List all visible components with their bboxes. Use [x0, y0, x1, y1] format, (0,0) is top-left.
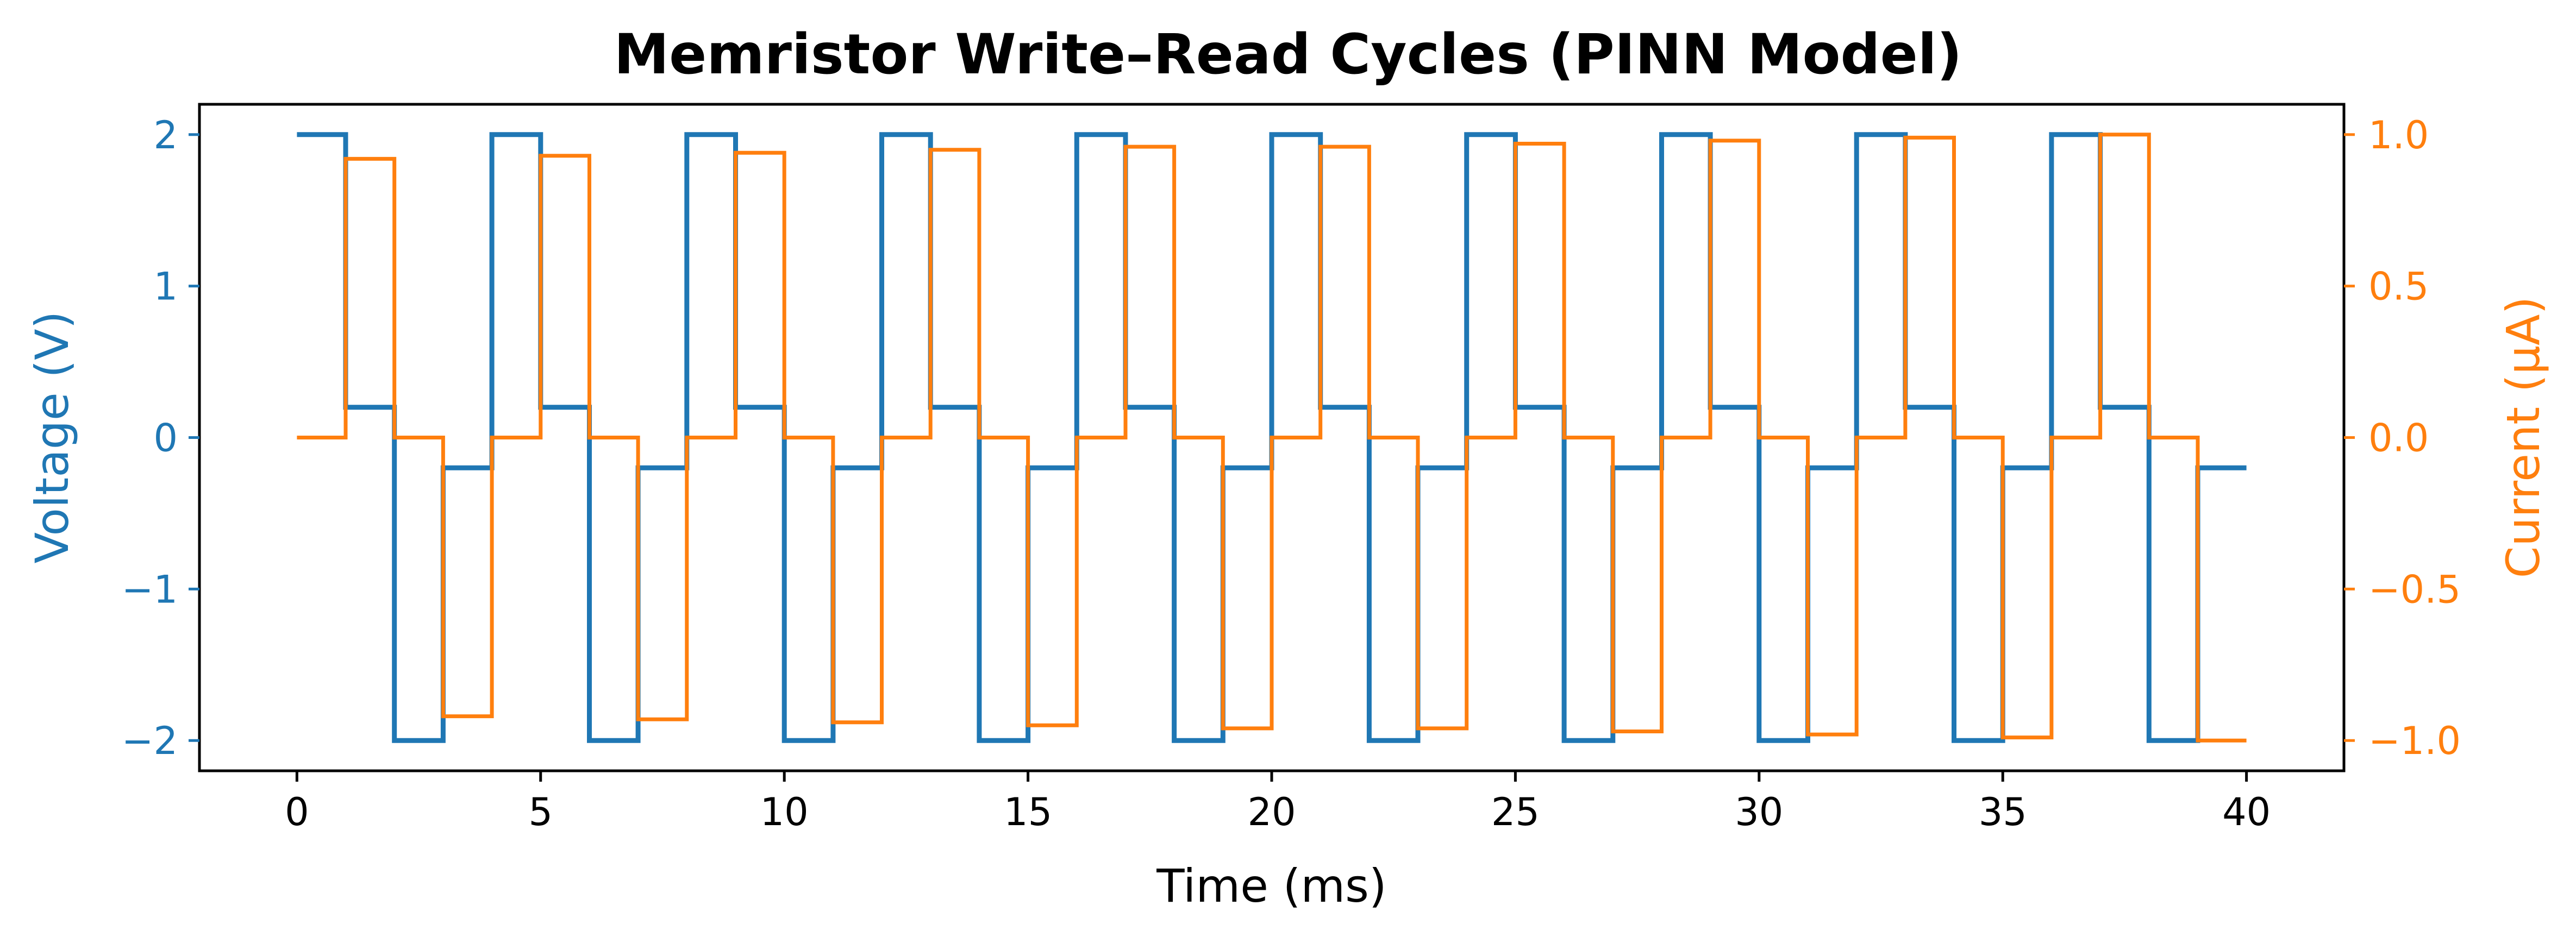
x-tick-label: 40 — [2222, 790, 2271, 834]
x-tick-label: 0 — [285, 790, 309, 834]
plot-area — [297, 132, 2247, 743]
y-right-tick-label: 1.0 — [2368, 113, 2429, 158]
x-tick-label: 5 — [528, 790, 553, 834]
x-axis-ticks: 0 5 10 15 20 25 30 35 40 — [285, 771, 2271, 834]
y-left-axis-label: Voltage (V) — [26, 311, 79, 564]
y-right-tick-label: 0.0 — [2368, 416, 2429, 461]
chart-title: Memristor Write–Read Cycles (PINN Model) — [614, 22, 1962, 87]
x-tick-label: 15 — [1004, 790, 1052, 834]
x-tick-label: 20 — [1247, 790, 1296, 834]
x-axis-label: Time (ms) — [1156, 859, 1386, 913]
y-left-tick-label: 1 — [153, 265, 178, 309]
y-right-axis-label: Current (μA) — [2497, 297, 2550, 579]
y-left-tick-label: −1 — [122, 567, 178, 612]
y-right-axis-ticks: −1.0 −0.5 0.0 0.5 1.0 — [2344, 113, 2461, 763]
y-right-tick-label: 0.5 — [2368, 265, 2429, 309]
y-left-tick-label: 2 — [153, 113, 178, 158]
y-right-tick-label: −1.0 — [2368, 719, 2461, 763]
x-tick-label: 10 — [760, 790, 809, 834]
y-left-tick-label: −2 — [122, 719, 178, 763]
current-series-line — [297, 133, 2247, 743]
y-left-axis-ticks: −2 −1 0 1 2 — [122, 113, 199, 763]
x-tick-label: 30 — [1735, 790, 1783, 834]
y-right-tick-label: −0.5 — [2368, 567, 2461, 612]
y-left-tick-label: 0 — [153, 416, 178, 461]
x-tick-label: 35 — [1979, 790, 2027, 834]
x-tick-label: 25 — [1491, 790, 1540, 834]
